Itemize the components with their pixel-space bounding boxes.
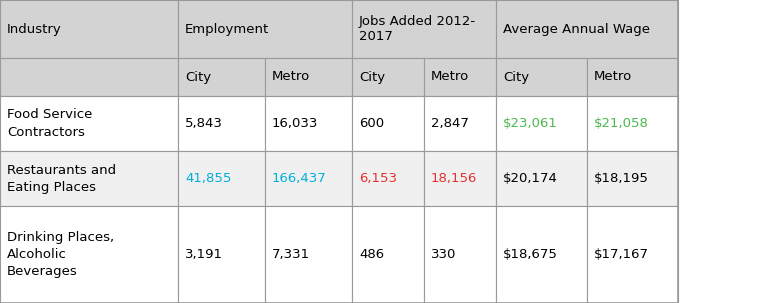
Text: City: City <box>503 71 529 84</box>
Text: Employment: Employment <box>185 22 269 35</box>
Text: 600: 600 <box>359 117 384 130</box>
Text: City: City <box>359 71 385 84</box>
Bar <box>587 151 678 206</box>
Text: 330: 330 <box>431 248 456 261</box>
Text: Average Annual Wage: Average Annual Wage <box>503 22 650 35</box>
Bar <box>265 151 352 206</box>
Bar <box>0 58 178 96</box>
Text: 2,847: 2,847 <box>431 117 469 130</box>
Bar <box>352 206 424 303</box>
Text: Metro: Metro <box>272 71 310 84</box>
Text: Industry: Industry <box>7 22 62 35</box>
Bar <box>178 58 265 96</box>
Bar <box>352 0 496 58</box>
Bar <box>0 96 178 151</box>
Bar <box>496 0 678 58</box>
Text: Restaurants and
Eating Places: Restaurants and Eating Places <box>7 164 116 194</box>
Bar <box>178 206 265 303</box>
Text: 41,855: 41,855 <box>185 172 232 185</box>
Bar <box>0 0 178 58</box>
Text: 6,153: 6,153 <box>359 172 397 185</box>
Text: 7,331: 7,331 <box>272 248 310 261</box>
Bar <box>178 151 265 206</box>
Text: $23,061: $23,061 <box>503 117 558 130</box>
Text: $17,167: $17,167 <box>594 248 649 261</box>
Bar <box>265 206 352 303</box>
Text: $20,174: $20,174 <box>503 172 558 185</box>
Bar <box>424 96 496 151</box>
Text: $18,195: $18,195 <box>594 172 649 185</box>
Bar <box>352 58 424 96</box>
Text: Drinking Places,
Alcoholic
Beverages: Drinking Places, Alcoholic Beverages <box>7 231 114 278</box>
Bar <box>587 58 678 96</box>
Bar <box>496 58 587 96</box>
Bar <box>496 96 587 151</box>
Bar <box>424 58 496 96</box>
Bar <box>424 151 496 206</box>
Bar <box>352 96 424 151</box>
Text: 18,156: 18,156 <box>431 172 478 185</box>
Text: Jobs Added 2012-
2017: Jobs Added 2012- 2017 <box>359 15 476 43</box>
Bar <box>178 96 265 151</box>
Bar <box>496 206 587 303</box>
Bar <box>265 96 352 151</box>
Bar <box>0 151 178 206</box>
Text: 166,437: 166,437 <box>272 172 327 185</box>
Bar <box>265 58 352 96</box>
Text: $21,058: $21,058 <box>594 117 649 130</box>
Text: Metro: Metro <box>431 71 469 84</box>
Bar <box>496 151 587 206</box>
Text: Food Service
Contractors: Food Service Contractors <box>7 108 92 138</box>
Bar <box>587 96 678 151</box>
Text: Metro: Metro <box>594 71 632 84</box>
Bar <box>0 206 178 303</box>
Bar <box>0 0 678 303</box>
Bar <box>352 151 424 206</box>
Bar <box>587 206 678 303</box>
Text: City: City <box>185 71 211 84</box>
Bar <box>424 206 496 303</box>
Text: 3,191: 3,191 <box>185 248 223 261</box>
Text: 486: 486 <box>359 248 384 261</box>
Text: 5,843: 5,843 <box>185 117 223 130</box>
Text: $18,675: $18,675 <box>503 248 558 261</box>
Bar <box>178 0 352 58</box>
Text: 16,033: 16,033 <box>272 117 319 130</box>
